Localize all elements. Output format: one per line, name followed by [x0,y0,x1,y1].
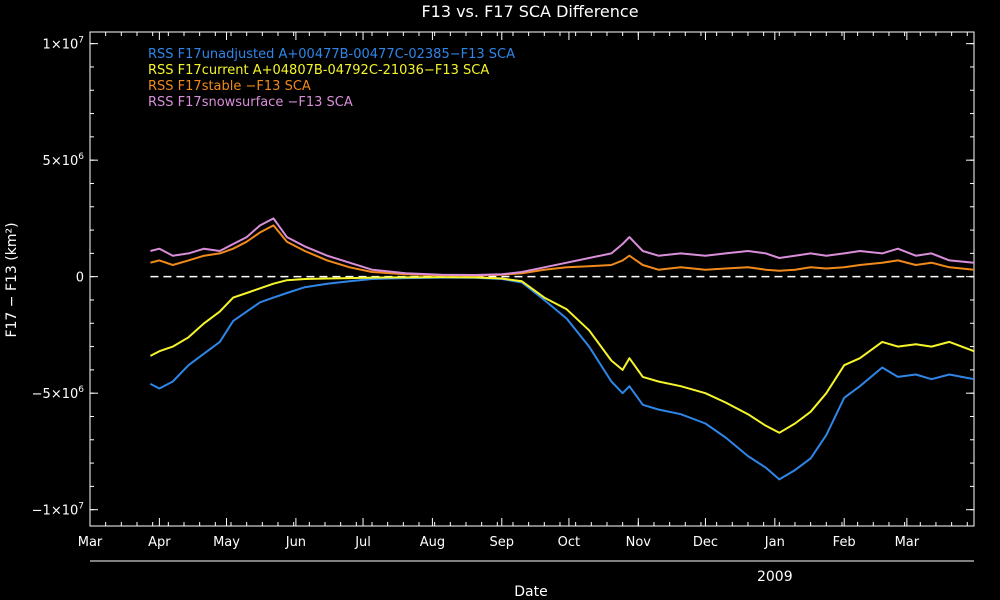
x-tick-label: Nov [626,535,652,550]
x-tick-label: Dec [693,535,718,550]
x-axis: Mar Apr May Jun Jul Aug Sep Oct Nov Dec Jan Feb Mar [78,32,968,550]
x-tick-label: Aug [420,535,445,550]
series-line-stable [150,224,975,277]
x-tick-label: Mar [78,535,103,550]
x-tick-label: Mar [895,535,920,550]
y-tick-label: 1×107 [43,36,84,53]
x-tick-label: Sep [490,535,515,550]
legend-entry-unadjusted: RSS F17unadjusted A+00477B-00477C-02385−… [148,47,515,62]
series-lines [149,217,975,481]
legend-entry-current: RSS F17current A+04807B-04792C-21036−F13… [148,63,489,78]
series-line-unadjusted [149,276,975,481]
x-tick-label: May [213,535,240,550]
x-tick-label: Feb [833,535,856,550]
y-tick-label: −1×107 [32,502,84,519]
x-tick-label: Oct [558,535,580,550]
y-tick-label: −5×106 [32,385,85,402]
x-tick-label: Jul [354,535,371,550]
legend-entry-snowsurface: RSS F17snowsurface −F13 SCA [148,95,353,110]
series-line-snowsurface [150,217,975,276]
y-axis-label: F17 − F13 (km²) [4,222,20,337]
plot-frame [89,31,975,527]
y-tick-label: 0 [76,271,84,286]
x-tick-label: Jan [764,535,785,550]
legend: RSS F17unadjusted A+00477B-00477C-02385−… [148,47,515,110]
y-tick-label: 5×106 [43,152,85,169]
y-axis: 1×107 5×106 0 −5×106 −1×107 [32,36,974,519]
chart-title: F13 vs. F17 SCA Difference [421,2,638,21]
x-axis-label: Date [514,584,547,600]
legend-entry-stable: RSS F17stable −F13 SCA [148,79,311,94]
x-tick-label: Jun [285,535,306,550]
x-tick-label: Apr [148,535,171,550]
series-line-current [149,276,975,434]
year-label: 2009 [757,569,793,585]
